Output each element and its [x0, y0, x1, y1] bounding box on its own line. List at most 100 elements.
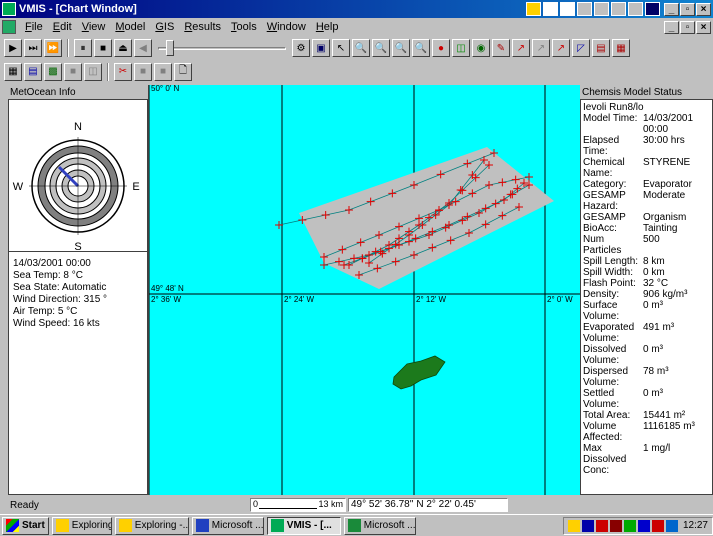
menu-file[interactable]: File [25, 21, 43, 33]
report-icon[interactable]: ▤ [592, 39, 610, 57]
step-forward-icon[interactable]: ⏭ [24, 39, 42, 57]
chemsis-value: 500 [643, 234, 660, 245]
zoom-window-icon[interactable]: 🔍 [412, 39, 430, 57]
task-exploring-1[interactable]: Exploring -... [51, 516, 112, 535]
delete-icon[interactable]: ✂ [114, 62, 132, 81]
doc-minimize-button[interactable]: _ [664, 20, 679, 34]
zoom-in-icon[interactable]: 🔍 [352, 39, 370, 57]
chemsis-row: Max Dissolved Conc: 1 mg/l [583, 443, 710, 476]
block-icon[interactable]: ■ [134, 62, 152, 81]
close-button[interactable]: × [696, 2, 711, 16]
scale-line [259, 508, 317, 509]
print-preview-icon[interactable]: 🗋 [174, 62, 192, 81]
status-text: Ready [10, 499, 39, 511]
task-vmis[interactable]: VMIS - [... [266, 516, 341, 535]
fast-forward-icon[interactable]: ⏩ [44, 39, 62, 57]
particle-marker [356, 238, 365, 247]
menu-model[interactable]: Model [115, 21, 146, 33]
menu-edit[interactable]: Edit [52, 21, 72, 33]
rewind-icon[interactable]: ◀ [134, 39, 152, 57]
task-microsoft-word[interactable]: Microsoft ... [191, 516, 264, 535]
document-window-icon[interactable] [2, 20, 16, 34]
speaker-icon[interactable] [567, 519, 580, 532]
app-icon[interactable] [645, 2, 660, 16]
arrow-tool-icon[interactable]: ↗ [512, 39, 530, 57]
doc-close-button[interactable]: × [696, 20, 711, 34]
chemsis-key: GESAMP BioAcc: [583, 212, 626, 234]
print-icon[interactable]: ▦ [612, 39, 630, 57]
pencil-icon[interactable]: ✎ [492, 39, 510, 57]
task-exploring-2[interactable]: Exploring -... [114, 516, 189, 535]
pointer-icon[interactable]: ↖ [332, 39, 350, 57]
spill-icon[interactable]: ● [432, 39, 450, 57]
chart-map[interactable]: 49° 48' N 50° 0' N 2° 36' W 2° 24' W 2° … [148, 85, 580, 495]
network-icon[interactable] [581, 519, 594, 532]
access-icon[interactable] [628, 2, 643, 16]
particle-marker [320, 261, 328, 269]
outlook-icon[interactable] [611, 2, 626, 16]
polygon-icon[interactable]: ◸ [572, 39, 590, 57]
arrow-tool3-icon[interactable]: ↗ [552, 39, 570, 57]
excel-icon[interactable] [594, 2, 609, 16]
map-canvas[interactable]: 49° 48' N 50° 0' N 2° 36' W 2° 24' W 2° … [149, 85, 580, 495]
zoom-extents-icon[interactable]: 🔍 [392, 39, 410, 57]
layer-icon[interactable]: ◫ [452, 39, 470, 57]
globe-icon[interactable] [665, 519, 678, 532]
monitor-icon[interactable] [637, 519, 650, 532]
pen-icon[interactable] [609, 519, 622, 532]
sync-icon[interactable] [623, 519, 636, 532]
chemsis-key: Dissolved Volume: [583, 344, 627, 366]
particle-marker [388, 189, 397, 198]
maximize-button[interactable]: ▫ [680, 2, 695, 16]
document-icon[interactable] [543, 2, 558, 16]
zoom-out-icon[interactable]: 🔍 [372, 39, 390, 57]
particle-marker [410, 181, 418, 189]
word-icon[interactable] [577, 2, 592, 16]
folder-icon[interactable] [526, 2, 541, 16]
menu-results[interactable]: Results [184, 21, 222, 33]
particle-marker [338, 245, 347, 254]
eject-icon[interactable]: ⏏ [114, 39, 132, 57]
doc-restore-button[interactable]: ▫ [680, 20, 695, 34]
gear-icon[interactable]: ⚙ [292, 39, 310, 57]
copy-icon[interactable]: ◫ [84, 62, 102, 81]
minimize-button[interactable]: _ [664, 2, 679, 16]
menu-help[interactable]: Help [315, 21, 339, 33]
menu-gis[interactable]: GIS [155, 21, 175, 33]
menu-tools[interactable]: Tools [231, 21, 257, 33]
table-icon[interactable]: ▤ [24, 62, 42, 81]
grid-icon[interactable]: ▦ [4, 62, 22, 81]
pause-icon[interactable]: ⏸ [74, 39, 92, 57]
shield-icon[interactable] [651, 519, 664, 532]
chart-view-icon[interactable]: ▣ [312, 39, 330, 57]
image-icon[interactable]: ▩ [44, 62, 62, 81]
menu-view[interactable]: View [81, 21, 106, 33]
globe-icon[interactable]: ◉ [472, 39, 490, 57]
vmis-app-icon[interactable] [2, 2, 16, 16]
particle-marker [431, 211, 440, 219]
chemsis-value: 0 m³ [643, 388, 663, 399]
stop-icon[interactable]: ■ [94, 39, 112, 57]
play-icon[interactable]: ▶ [4, 39, 22, 57]
time-slider[interactable] [158, 39, 286, 57]
chemsis-value: 15441 m² [643, 410, 686, 421]
arrow-tool2-icon[interactable]: ↗ [532, 39, 550, 57]
task-microsoft-excel[interactable]: Microsoft ... [343, 516, 416, 535]
menu-window[interactable]: Window [266, 21, 306, 33]
layers-toolbar: ▦ ▤ ▩ ■ ◫ ✂ ■ ■ 🗋 [0, 60, 713, 83]
chemsis-value: Evaporator [643, 179, 692, 190]
antivirus-icon[interactable] [595, 519, 608, 532]
chemsis-row: Num Particles 500 [583, 234, 710, 256]
block2-icon[interactable]: ■ [154, 62, 172, 81]
start-button[interactable]: Start [2, 516, 49, 535]
chart-icon[interactable] [560, 2, 575, 16]
chemsis-panel: Chemsis Model Status Ievoli Run8/lo Mode… [580, 85, 713, 495]
particle-marker [463, 212, 472, 221]
chemsis-key: Dispersed Volume: [583, 366, 629, 388]
document-window-controls: _ ▫ × [664, 20, 711, 34]
chemsis-row: Category: Evaporator [583, 179, 710, 190]
particle-marker [451, 197, 460, 206]
layer-gray-icon[interactable]: ■ [64, 62, 82, 81]
met-wind-direction: Wind Direction: 315 ° [13, 294, 108, 305]
slider-thumb[interactable] [166, 40, 174, 56]
